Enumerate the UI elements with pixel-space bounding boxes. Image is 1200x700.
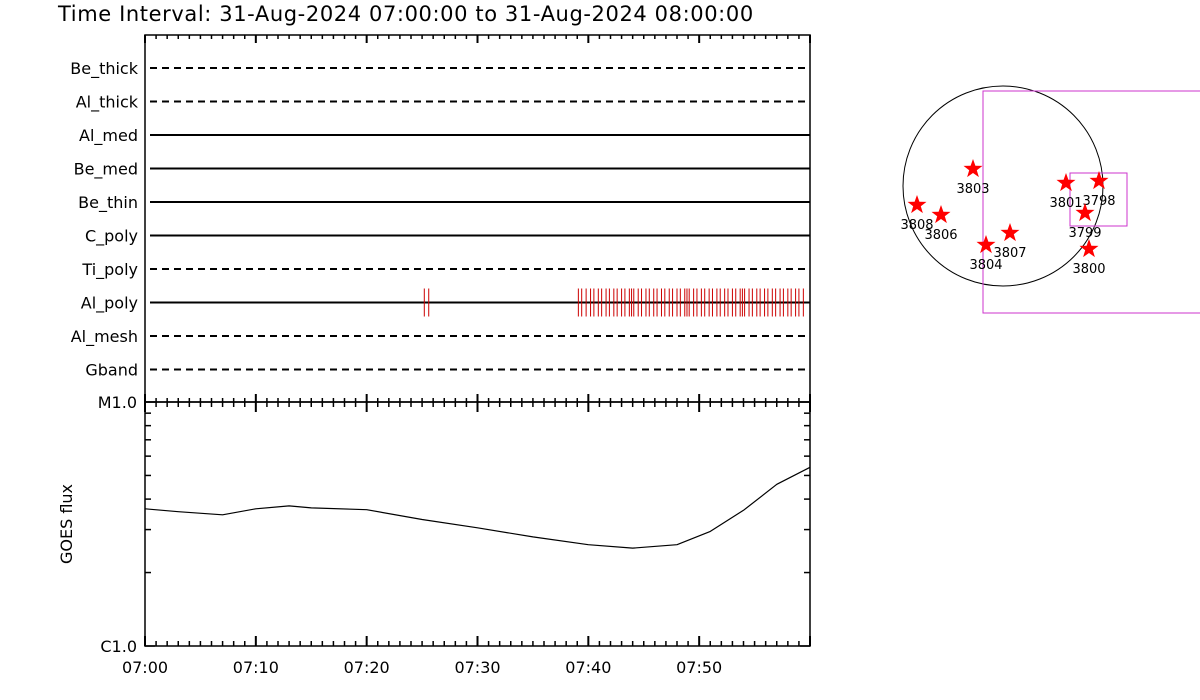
goes-ytick-label-m1-0: M1.0	[98, 393, 137, 412]
goes-xtick-label-0740: 07:40	[565, 658, 611, 677]
channel-label-be_med: Be_med	[74, 160, 138, 180]
goes-xtick-label-0710: 07:10	[233, 658, 279, 677]
channel-label-al_mesh: Al_mesh	[71, 327, 138, 347]
channel-label-al_poly: Al_poly	[81, 294, 138, 314]
region-label-3808: 3808	[900, 218, 933, 233]
region-star-3798	[1089, 171, 1109, 190]
timeline-frame	[144, 34, 811, 403]
goes-ytick-label-c1-0: C1.0	[100, 637, 137, 656]
region-label-3803: 3803	[956, 182, 989, 197]
channel-label-ti_poly: Ti_poly	[81, 260, 138, 280]
goes-xtick-label-0700: 07:00	[122, 658, 168, 677]
region-label-3807: 3807	[993, 246, 1026, 261]
region-star-3800	[1079, 239, 1099, 258]
region-label-3801: 3801	[1049, 196, 1082, 211]
region-label-3799: 3799	[1068, 226, 1101, 241]
region-star-3806	[931, 205, 951, 224]
region-star-3799	[1075, 203, 1095, 222]
region-star-3803	[963, 159, 983, 178]
fov-box-large	[982, 90, 1200, 314]
region-label-3798: 3798	[1082, 194, 1115, 209]
goes-flux-panel: M1.0 C1.0 GOES flux 07:00 07:10 07:20 07:30 07:…	[57, 393, 811, 677]
goes-xtick-label-0720: 07:20	[344, 658, 390, 677]
region-label-3800: 3800	[1072, 262, 1105, 277]
region-label-3804: 3804	[969, 258, 1002, 273]
goes-flux-line	[144, 466, 811, 549]
region-star-3808	[907, 195, 927, 214]
region-star-3807	[1000, 223, 1020, 242]
goes-xtick-label-0730: 07:30	[454, 658, 500, 677]
region-star-3801	[1056, 173, 1076, 192]
channel-label-c_poly: C_poly	[85, 227, 138, 247]
channel-label-be_thick: Be_thick	[70, 59, 138, 79]
channel-label-be_thin: Be_thin	[78, 193, 138, 213]
region-label-3806: 3806	[924, 228, 957, 243]
channel-timeline-panel: Be_thick Al_thick Al_med Be_med Be_thin C_pol…	[70, 34, 811, 403]
region-star-3804	[976, 235, 996, 254]
goes-frame	[144, 401, 811, 647]
channel-label-al_med: Al_med	[79, 126, 138, 146]
goes-xtick-label-0750: 07:50	[676, 658, 722, 677]
channel-label-gband: Gband	[85, 361, 138, 380]
goes-ylabel: GOES flux	[57, 484, 76, 564]
time-interval-title: Time Interval: 31-Aug-2024 07:00:00 to 3…	[58, 2, 754, 26]
channel-label-al_thick: Al_thick	[76, 93, 139, 113]
